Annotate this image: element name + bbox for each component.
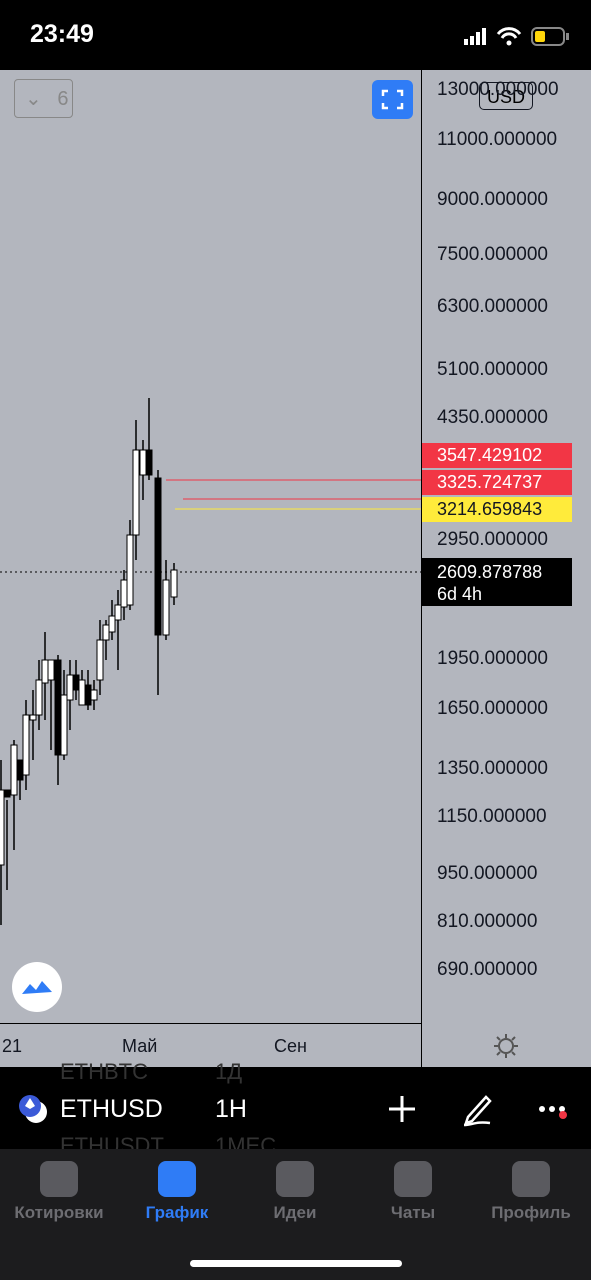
tab[interactable]: Котировки [0, 1149, 118, 1223]
tab[interactable]: График [118, 1149, 236, 1223]
price-label: 1950.000000 [437, 648, 548, 669]
tab-icon [276, 1161, 314, 1197]
home-indicator [190, 1260, 402, 1267]
symbol-icon [19, 1095, 47, 1123]
price-label: 1650.000000 [437, 698, 548, 719]
more-button[interactable] [536, 1097, 572, 1121]
candle-body [170, 569, 178, 598]
candle-body [47, 659, 55, 681]
axis-line [421, 70, 422, 1067]
price-label: 1350.000000 [437, 758, 548, 779]
price-marker: 3325.724737 [422, 470, 572, 495]
candle-body [35, 679, 43, 716]
price-label: 810.000000 [437, 911, 538, 932]
tab-label: Чаты [390, 1203, 436, 1222]
price-label: 5100.000000 [437, 359, 548, 380]
candle-body [102, 624, 110, 641]
candle-body [29, 714, 37, 721]
price-marker: 3214.659843 [422, 497, 572, 522]
candles [0, 398, 421, 925]
ghost-symbol: ETHBTC [60, 1059, 148, 1084]
price-label: 950.000000 [437, 863, 538, 884]
draw-button[interactable] [460, 1089, 496, 1129]
tab-label: Профиль [491, 1203, 571, 1222]
logo-button[interactable] [12, 962, 62, 1012]
tab-icon [40, 1161, 78, 1197]
tab[interactable]: Чаты [354, 1149, 472, 1223]
tab-icon [394, 1161, 432, 1197]
status-icons [464, 27, 569, 46]
price-label: 7500.000000 [437, 244, 548, 265]
candle-body [16, 759, 24, 781]
candle-body [145, 449, 153, 476]
fullscreen-button[interactable] [372, 80, 413, 119]
candle-body [41, 659, 49, 684]
toolbar: ETHBTC 1Д ETHUSDT 1МЕС ETHUSD 1H [0, 1059, 591, 1158]
price-label: 1150.000000 [437, 806, 547, 827]
badge-text: 6 [57, 88, 69, 110]
tab-label: Котировки [14, 1203, 104, 1222]
interval[interactable]: 1H [215, 1095, 247, 1123]
tab-label: Идеи [273, 1203, 317, 1222]
price-label: 2950.000000 [437, 529, 548, 550]
candle-body [10, 744, 18, 796]
x-label: 21 [2, 1036, 23, 1056]
candle-body [78, 679, 86, 706]
candle-body [162, 579, 170, 636]
candle-body [22, 714, 30, 776]
candle-body [120, 579, 128, 608]
candle-body [72, 674, 80, 691]
candle-body [66, 674, 74, 701]
candle-body [90, 689, 98, 701]
tab-bar: Котировки График Идеи Чаты Профиль [0, 1149, 591, 1280]
candle-body [132, 449, 140, 536]
symbol[interactable]: ETHUSD [60, 1095, 163, 1123]
axis-line [0, 1023, 421, 1024]
candle-body [54, 659, 62, 756]
price-label: 11000.000000 [437, 129, 558, 150]
candle-body [84, 684, 92, 706]
candle-body [60, 694, 68, 756]
candle-body [126, 534, 134, 606]
x-label: Май [122, 1036, 158, 1056]
x-label: Сен [274, 1036, 307, 1056]
price-text: 2609.878788 [437, 562, 543, 582]
candle-body [108, 615, 116, 633]
candle-body [96, 639, 104, 681]
ghost-interval: 1Д [215, 1059, 243, 1084]
add-button[interactable] [386, 1093, 418, 1125]
price-label: 9000.000000 [437, 189, 548, 210]
candle-body [139, 449, 147, 476]
price-label: 13000.000000 [437, 79, 559, 100]
clock: 23:49 [30, 20, 94, 48]
interval-badge[interactable]: ⌄ 6 [14, 79, 73, 118]
tab[interactable]: Профиль [472, 1149, 590, 1223]
tab-icon [158, 1161, 196, 1197]
candle-body [0, 789, 5, 866]
tab[interactable]: Идеи [236, 1149, 354, 1223]
current-price: 2609.878788 6d 4h [422, 558, 572, 606]
status-bar: 23:49 [0, 0, 591, 70]
candle-body [114, 604, 122, 621]
price-marker: 3547.429102 [422, 443, 572, 468]
tab-label: График [145, 1203, 209, 1222]
candle-body [154, 477, 162, 636]
price-label: 6300.000000 [437, 296, 548, 317]
countdown: 6d 4h [437, 584, 483, 604]
settings-icon[interactable] [492, 1032, 520, 1060]
currency-button[interactable]: USD [479, 82, 533, 110]
price-label: 4350.000000 [437, 407, 548, 428]
price-label: 690.000000 [437, 959, 538, 980]
tab-icon [512, 1161, 550, 1197]
candle-body [3, 789, 11, 798]
